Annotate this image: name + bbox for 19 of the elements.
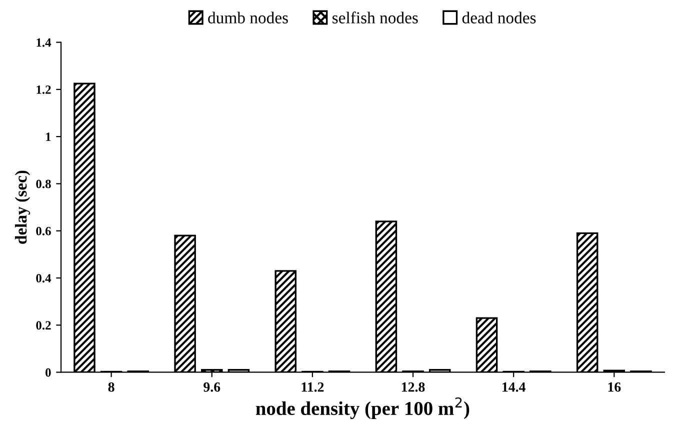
y-tick-label: 1.2 [36,85,51,94]
legend-label: dumb nodes [208,12,288,24]
x-tick-label: 9.6 [204,382,220,392]
x-tick-label: 16 [608,382,621,392]
x-tick-label: 11.2 [302,382,324,392]
y-tick-label: 1 [46,132,51,141]
y-axis-title: delay (sec) [14,170,30,244]
x-tick-label: 12.8 [402,382,425,392]
x-axis-title: node density (per 100 m$^{2}$) [256,397,470,420]
legend-label: selfish nodes [332,12,418,24]
y-tick-label: 0 [46,368,51,377]
y-tick-label: 0.4 [36,274,52,282]
legend-label: dead nodes [462,12,536,24]
x-tick-label: 14.4 [502,382,526,392]
y-tick-label: 0.6 [36,226,51,236]
y-tick-label: 0.2 [36,321,51,330]
y-tick-label: 0.8 [36,180,51,188]
y-tick-label: 1.4 [36,38,52,47]
x-tick-label: 8 [108,382,114,392]
